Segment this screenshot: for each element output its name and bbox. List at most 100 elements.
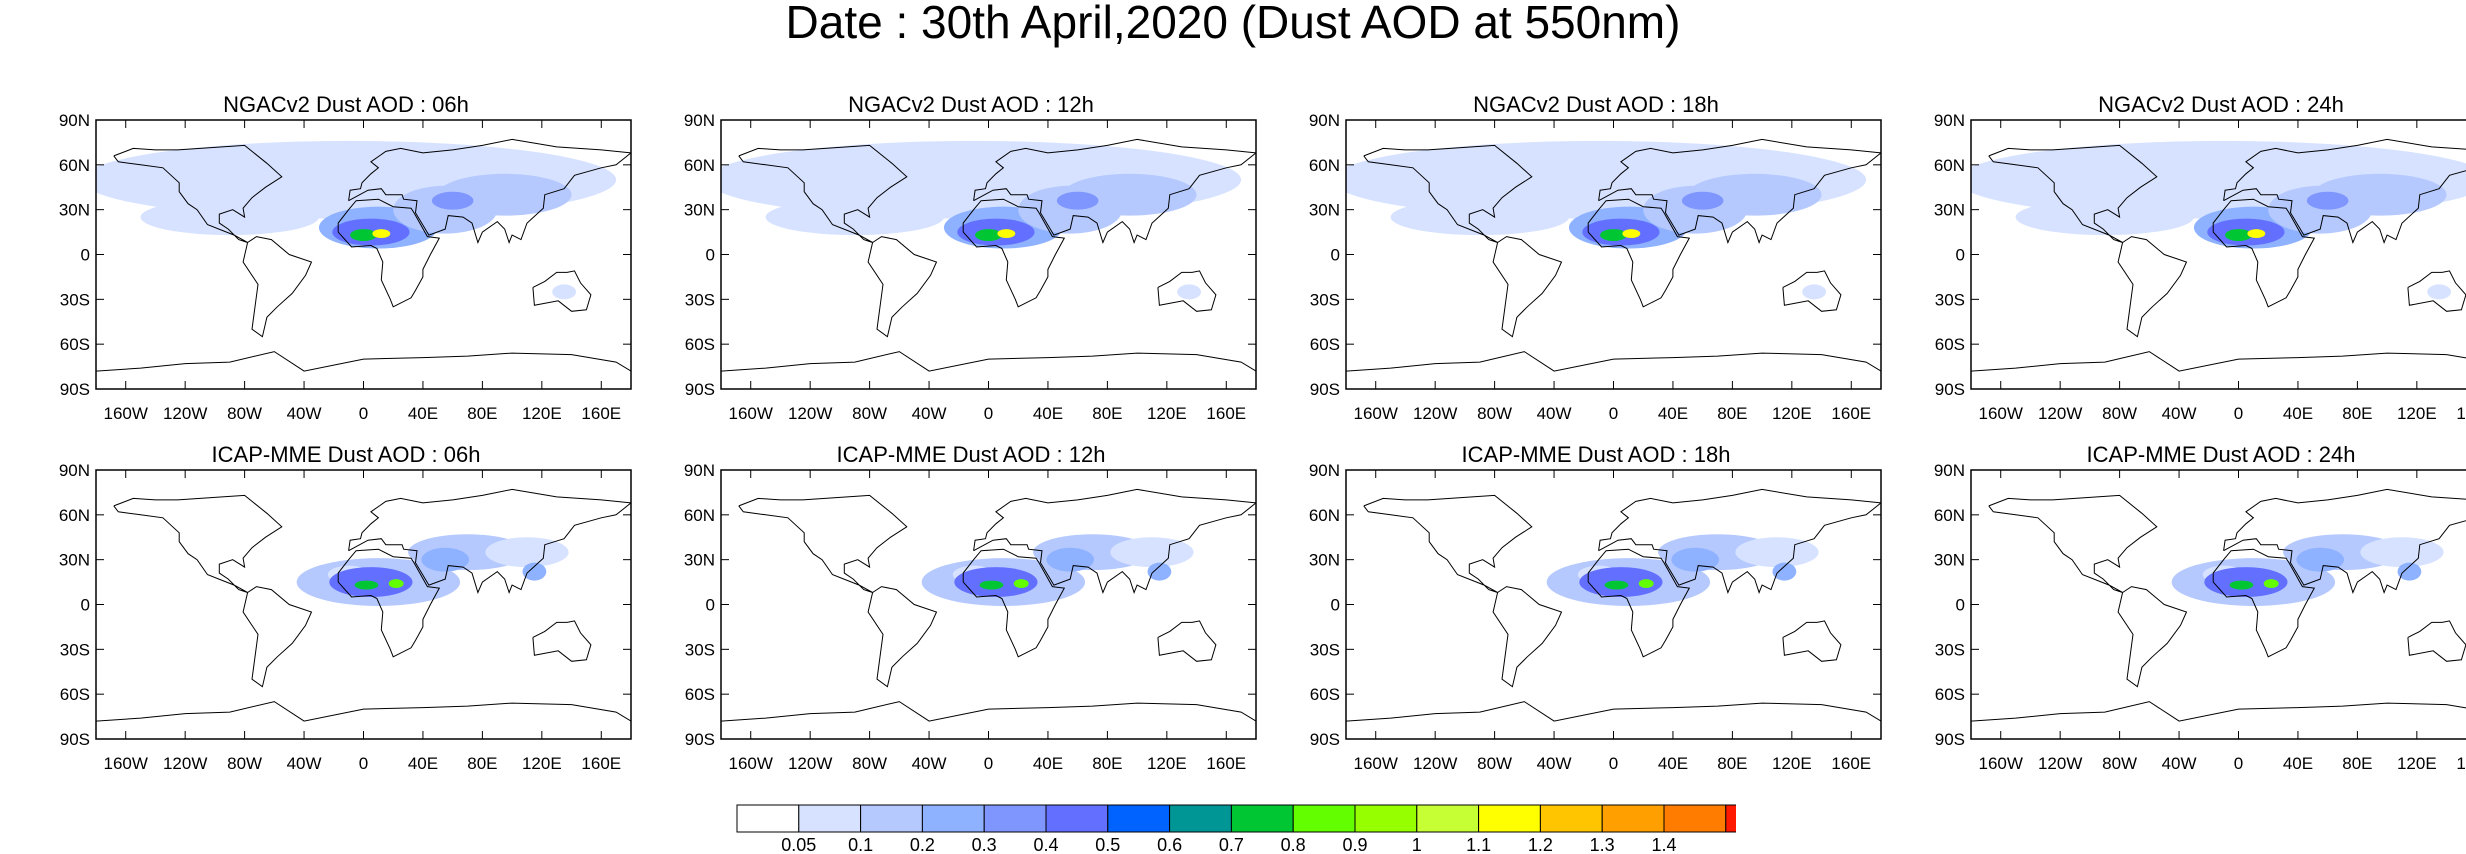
lon-label: 160W (729, 754, 773, 773)
lat-label: 60N (1934, 506, 1965, 525)
lon-label: 80W (852, 754, 887, 773)
colorbar-label: 0.4 (1033, 835, 1058, 852)
coastline (721, 701, 1256, 722)
dust-aod-contour (1046, 547, 1095, 572)
panel-title: NGACv2 Dust AOD : 06h (223, 92, 469, 117)
lat-label: 30N (1309, 551, 1340, 570)
dust-aod-contour (1013, 579, 1029, 589)
lon-label: 0 (2234, 404, 2243, 423)
lon-label: 80E (467, 404, 497, 423)
dust-aod-contour (437, 173, 572, 216)
colorbar-swatch (1292, 804, 1356, 833)
coastline (2117, 236, 2188, 338)
colorbar-label: 0.7 (1219, 835, 1244, 852)
coastline (1971, 701, 2466, 722)
map-panel: ICAP-MME Dust AOD : 06h 90N 60N 30N 0 30S 60S 9… (46, 442, 646, 776)
dust-aod-field (1346, 140, 1867, 300)
coastline (96, 701, 631, 722)
lon-label: 80E (2342, 754, 2372, 773)
coastline (1988, 144, 2158, 243)
coastline (96, 351, 631, 372)
lon-label: 120E (1147, 404, 1187, 423)
lat-label: 60S (60, 685, 90, 704)
dust-aod-contour (1687, 173, 1822, 216)
colorbar-swatch (1416, 804, 1480, 833)
lat-label: 90S (685, 730, 715, 749)
lon-label: 0 (359, 754, 368, 773)
dust-aod-contour (975, 229, 1002, 242)
map-plot: 90N 60N 30N 0 30S 60S 90S 160W 120W 80W 40W 0 40E 80E… (59, 111, 632, 423)
dust-aod-contour (2247, 229, 2266, 239)
dust-aod-contour (1062, 173, 1197, 216)
dust-aod-contour (1772, 562, 1797, 581)
dust-aod-contour (350, 229, 377, 242)
dust-aod-contour (1622, 229, 1641, 239)
lat-label: 60N (59, 156, 90, 175)
coastline (337, 198, 441, 308)
panel-title: ICAP-MME Dust AOD : 18h (1461, 442, 1731, 467)
colorbar-swatch (1478, 804, 1541, 833)
dust-aod-contour (2263, 579, 2279, 589)
lat-label: 90N (1309, 111, 1340, 130)
dust-aod-contour (1735, 537, 1819, 568)
coastline (973, 138, 1256, 244)
lon-label: 40E (2283, 754, 2313, 773)
dust-aod-contour (1600, 229, 1627, 242)
lon-label: 40W (287, 404, 322, 423)
dust-aod-contour (552, 284, 577, 300)
coastline (962, 198, 1066, 308)
lat-label: 30N (1934, 201, 1965, 220)
lat-label: 60N (684, 156, 715, 175)
lon-label: 40E (1658, 754, 1688, 773)
lat-label: 30S (1935, 290, 1965, 309)
dust-aod-contour (979, 580, 1004, 590)
dust-aod-field (1546, 534, 1819, 606)
colorbar-swatch (1107, 804, 1171, 833)
coastline (962, 548, 1066, 658)
lat-label: 0 (706, 596, 715, 615)
coastlines (96, 488, 631, 722)
lat-label: 30S (1935, 640, 1965, 659)
dust-aod-contour (1604, 580, 1629, 590)
map-panel: NGACv2 Dust AOD : 18h 90N 60N 30N 0 30S 60S 90S… (1296, 92, 1896, 426)
dust-aod-contour (1177, 284, 1202, 300)
colorbar-swatch (1230, 804, 1294, 833)
lat-label: 30S (60, 640, 90, 659)
lon-label: 120E (1772, 404, 1812, 423)
dust-aod-contour (354, 580, 379, 590)
colorbar-swatch (798, 804, 862, 833)
lon-label: 120E (522, 754, 562, 773)
lat-label: 90N (684, 111, 715, 130)
lon-label: 40E (1033, 754, 1063, 773)
coastline (738, 144, 908, 243)
lon-label: 80E (1092, 754, 1122, 773)
coastline (1363, 494, 1533, 593)
dust-aod-contour (421, 547, 470, 572)
lat-label: 60N (1309, 506, 1340, 525)
lat-label: 60S (1935, 685, 1965, 704)
dust-aod-contour (765, 199, 944, 236)
map-plot: 90N 60N 30N 0 30S 60S 90S 160W 120W 80W 40W 0 40E 80E… (59, 461, 632, 773)
dust-aod-contour (1390, 199, 1569, 236)
colorbar-label: 0.05 (781, 835, 816, 852)
lon-label: 80W (227, 404, 262, 423)
lon-label: 160W (1979, 404, 2023, 423)
coastline (348, 138, 631, 244)
coastlines (1346, 488, 1881, 722)
lon-label: 160E (581, 754, 621, 773)
lon-label: 160W (729, 404, 773, 423)
colorbar-label: 0.8 (1281, 835, 1306, 852)
coastline (113, 494, 283, 593)
lon-label: 120W (163, 754, 207, 773)
panel-title: ICAP-MME Dust AOD : 24h (2086, 442, 2356, 467)
map-frame (1970, 469, 2466, 740)
lat-label: 0 (706, 246, 715, 265)
dust-aod-contour (2229, 580, 2254, 590)
coastline (242, 586, 313, 688)
lon-label: 0 (1609, 404, 1618, 423)
dust-aod-contour (1110, 537, 1194, 568)
lon-label: 0 (359, 404, 368, 423)
lat-label: 0 (81, 596, 90, 615)
dust-aod-contour (388, 579, 404, 589)
lon-label: 160E (1206, 404, 1246, 423)
